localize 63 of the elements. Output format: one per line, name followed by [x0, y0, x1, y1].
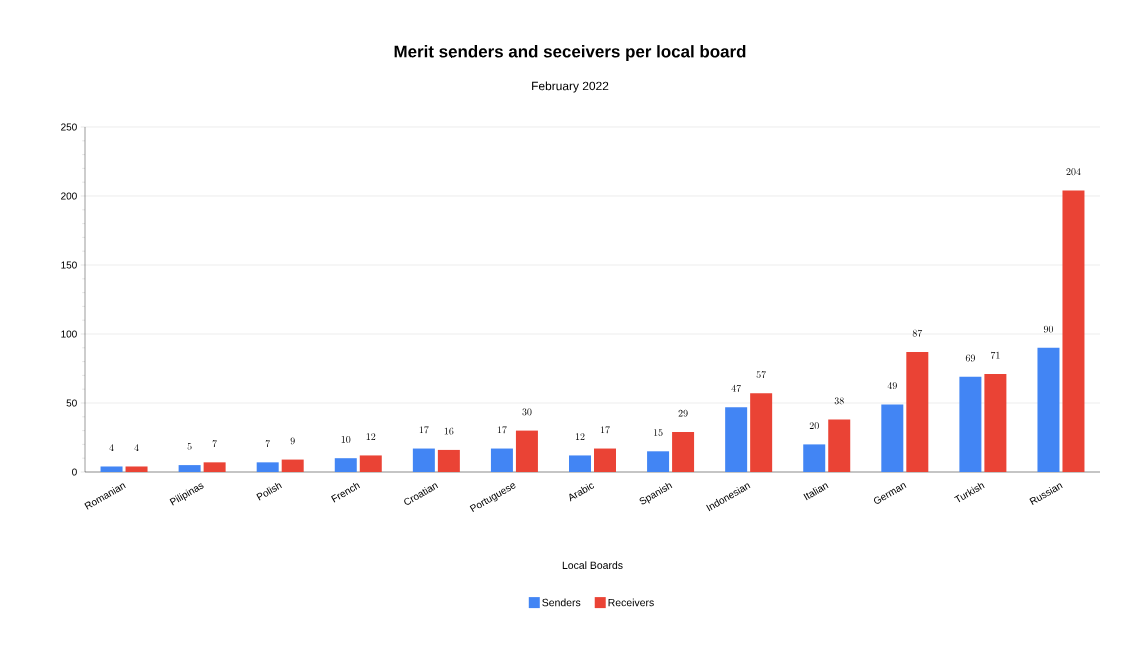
y-tick-label: 200 — [61, 192, 77, 200]
data-label: 87 — [912, 329, 923, 337]
bar — [672, 431, 695, 472]
data-label: 71 — [990, 351, 1000, 359]
bar — [100, 466, 123, 472]
data-label: 204 — [1066, 168, 1081, 176]
bar — [281, 459, 304, 472]
bar — [881, 404, 904, 472]
bar — [178, 465, 201, 472]
data-label: 38 — [834, 397, 844, 405]
legend-label: Receivers — [608, 598, 654, 607]
bar — [437, 449, 460, 472]
data-label: 17 — [497, 426, 507, 434]
data-label: 4 — [134, 444, 139, 451]
data-label: 90 — [1043, 325, 1054, 333]
chart-title: Merit senders and seceivers per local board — [394, 45, 746, 61]
bar — [803, 444, 826, 472]
data-label: 4 — [109, 444, 114, 451]
bar — [594, 448, 616, 472]
bar — [750, 393, 773, 472]
bar — [515, 430, 538, 472]
data-label: 30 — [522, 408, 532, 416]
bar — [490, 448, 513, 472]
data-label: 12 — [575, 433, 585, 440]
data-label: 7 — [265, 440, 271, 448]
data-label: 57 — [756, 371, 766, 379]
data-label: 17 — [419, 426, 429, 434]
data-label: 9 — [290, 437, 295, 445]
legend-label: Senders — [542, 598, 581, 607]
bar — [906, 351, 929, 472]
bar — [569, 455, 591, 472]
data-label: 20 — [809, 422, 819, 430]
bar — [412, 448, 435, 472]
y-tick-label: 0 — [72, 468, 77, 476]
x-axis-title: Local Boards — [562, 561, 623, 569]
bar — [334, 458, 357, 472]
data-label: 16 — [444, 427, 454, 435]
data-label: 47 — [731, 384, 741, 392]
bar — [256, 462, 279, 472]
data-label: 49 — [887, 382, 897, 390]
data-label: 29 — [678, 409, 688, 417]
data-label: 15 — [653, 429, 663, 436]
y-tick-label: 250 — [61, 123, 77, 131]
bar — [203, 462, 226, 472]
y-tick-label: 100 — [61, 330, 77, 338]
data-label: 5 — [187, 442, 192, 450]
bar — [984, 374, 1007, 472]
data-label: 17 — [600, 426, 610, 434]
data-label: 69 — [965, 354, 975, 362]
data-label: 10 — [341, 436, 351, 443]
bar — [125, 466, 148, 472]
bar — [647, 451, 670, 472]
y-tick-label: 150 — [61, 261, 77, 269]
y-tick-label: 50 — [66, 399, 77, 407]
bar — [1037, 347, 1060, 472]
bar — [959, 376, 982, 472]
bar — [725, 407, 748, 472]
data-label: 12 — [366, 433, 376, 440]
bar — [1062, 190, 1085, 472]
data-label: 7 — [212, 440, 217, 448]
chart-subtitle: February 2022 — [532, 81, 609, 93]
bar — [359, 455, 382, 472]
bar — [828, 419, 851, 472]
